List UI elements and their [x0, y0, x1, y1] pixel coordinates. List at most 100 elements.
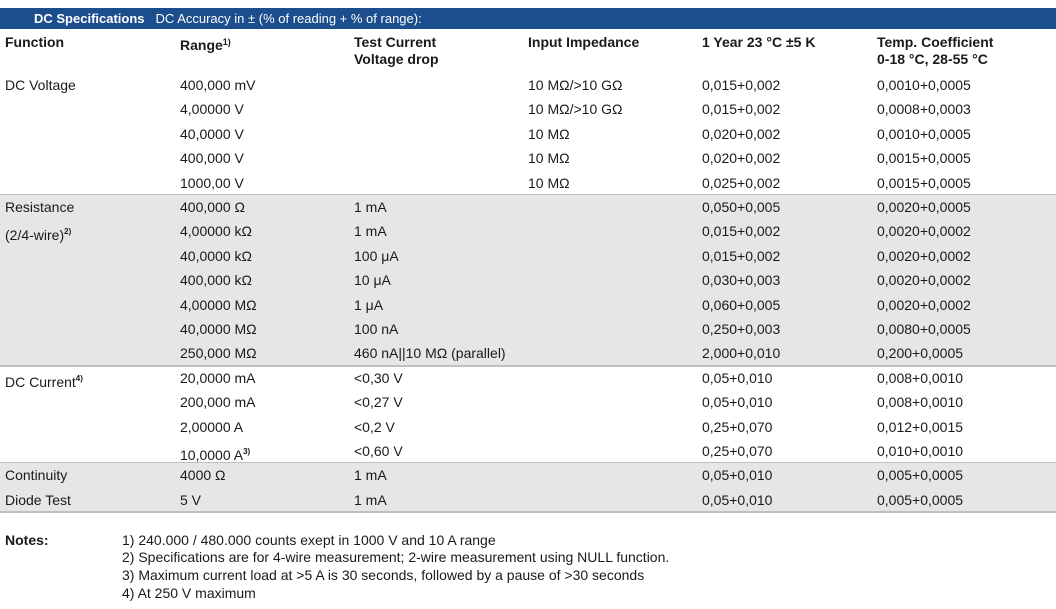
table-row: 2,00000 A <0,2 V 0,25+0,070 0,012+0,0015	[0, 415, 1056, 439]
input-impedance-cell: 10 MΩ	[528, 175, 570, 192]
temp-coefficient-cell-text: 0,0020+0,0002	[877, 296, 971, 313]
one-year-accuracy-cell: 0,060+0,005	[702, 297, 780, 314]
range-cell-text: 40,0000 V	[180, 125, 244, 142]
one-year-accuracy-cell: 0,015+0,002	[702, 77, 780, 94]
one-year-accuracy-cell-text: 0,025+0,002	[702, 174, 781, 191]
notes-label: Notes:	[5, 532, 49, 548]
footnote-marker: 3)	[243, 446, 251, 456]
one-year-accuracy-cell-text: 0,05+0,010	[702, 394, 773, 411]
one-year-accuracy-cell-text: 0,050+0,005	[702, 199, 781, 215]
test-current-cell: 1 mA	[354, 492, 387, 509]
function-cell: Diode Test	[5, 492, 71, 509]
test-current-cell-text: <0,27 V	[354, 394, 403, 411]
table-row: DC Current4) 20,0000 mA <0,30 V 0,05+0,010 0…	[0, 366, 1056, 390]
range-cell: 20,0000 mA	[180, 370, 256, 387]
one-year-accuracy-cell: 0,015+0,002	[702, 101, 780, 118]
one-year-accuracy-cell: 0,05+0,010	[702, 370, 772, 387]
table-row: 10,0000 A3) <0,60 V 0,25+0,070 0,010+0,0010	[0, 439, 1056, 463]
test-current-cell: 1 μA	[354, 297, 383, 314]
one-year-accuracy-cell-text: 0,05+0,010	[702, 491, 773, 508]
one-year-accuracy-cell: 0,250+0,003	[702, 321, 780, 338]
test-current-cell-text: 1 mA	[354, 199, 387, 215]
range-cell-text: 400,000 kΩ	[180, 272, 252, 289]
test-current-cell-text: 100 μA	[354, 247, 399, 264]
note-item: 4) At 250 V maximum	[122, 585, 256, 601]
temp-coefficient-cell-text: 0,0020+0,0002	[877, 223, 971, 240]
temp-coefficient-cell: 0,0020+0,0002	[877, 272, 971, 289]
one-year-accuracy-cell-text: 0,250+0,003	[702, 321, 781, 337]
table-title: DC Specifications	[34, 11, 145, 26]
temp-coefficient-cell-text: 0,0010+0,0005	[877, 77, 971, 93]
header-test-current: Test Current Voltage drop	[354, 34, 439, 68]
one-year-accuracy-cell-text: 0,05+0,010	[702, 369, 773, 386]
range-cell: 5 V	[180, 492, 201, 509]
function-cell-text: DC Current	[5, 373, 76, 390]
header-range-footnote: 1)	[222, 37, 231, 47]
function-cell: Resistance	[5, 199, 74, 216]
test-current-cell-text: <0,60 V	[354, 442, 403, 459]
table-row: 4,00000 MΩ 1 μA 0,060+0,005 0,0020+0,0002	[0, 293, 1056, 317]
table-row: 400,000 kΩ 10 μA 0,030+0,003 0,0020+0,0002	[0, 268, 1056, 292]
test-current-cell: 100 μA	[354, 248, 399, 265]
temp-coefficient-cell: 0,0010+0,0005	[877, 126, 971, 143]
one-year-accuracy-cell-text: 0,25+0,070	[702, 418, 773, 435]
table-row: 4,00000 V 10 MΩ/>10 GΩ 0,015+0,002 0,0008+0…	[0, 97, 1056, 121]
range-cell-text: 1000,00 V	[180, 174, 244, 191]
one-year-accuracy-cell: 0,05+0,010	[702, 467, 772, 484]
range-cell: 2,00000 A	[180, 419, 243, 436]
one-year-accuracy-cell-text: 0,015+0,002	[702, 223, 781, 240]
one-year-accuracy-cell: 0,020+0,002	[702, 126, 780, 143]
temp-coefficient-cell: 0,0020+0,0002	[877, 223, 971, 240]
range-cell: 10,0000 A3)	[180, 443, 250, 464]
header-temp-line2: 0-18 °C, 28-55 °C	[877, 51, 988, 67]
range-cell: 200,000 mA	[180, 394, 256, 411]
test-current-cell: <0,60 V	[354, 443, 403, 460]
one-year-accuracy-cell: 0,05+0,010	[702, 492, 772, 509]
temp-coefficient-cell-text: 0,0080+0,0005	[877, 321, 971, 337]
table-row: 250,000 MΩ 460 nA||10 MΩ (parallel) 2,000+…	[0, 341, 1056, 365]
temp-coefficient-cell-text: 0,0010+0,0005	[877, 125, 971, 142]
temp-coefficient-cell-text: 0,005+0,0005	[877, 491, 964, 508]
range-cell: 400,000 mV	[180, 77, 256, 94]
temp-coefficient-cell: 0,0015+0,0005	[877, 150, 971, 167]
temp-coefficient-cell: 0,008+0,0010	[877, 394, 963, 411]
table-row: DC Voltage 400,000 mV 10 MΩ/>10 GΩ 0,015+0,…	[0, 73, 1056, 97]
test-current-cell: <0,27 V	[354, 394, 403, 411]
range-cell: 1000,00 V	[180, 175, 244, 192]
range-cell: 40,0000 kΩ	[180, 248, 252, 265]
footnote-marker: 4)	[75, 373, 83, 383]
range-cell: 40,0000 V	[180, 126, 244, 143]
temp-coefficient-cell: 0,0010+0,0005	[877, 77, 971, 94]
table-row: 400,000 V 10 MΩ 0,020+0,002 0,0015+0,0005	[0, 146, 1056, 170]
header-test-current-line1: Test Current	[354, 34, 437, 50]
function-cell-text: Resistance	[5, 199, 75, 215]
temp-coefficient-cell-text: 0,0015+0,0005	[877, 174, 971, 191]
temp-coefficient-cell-text: 0,0015+0,0005	[877, 150, 971, 167]
one-year-accuracy-cell: 2,000+0,010	[702, 345, 780, 362]
test-current-cell: 1 mA	[354, 467, 387, 484]
header-temp-line1: Temp. Coefficient	[877, 34, 994, 50]
function-cell: DC Voltage	[5, 77, 76, 94]
range-cell: 4000 Ω	[180, 467, 226, 484]
temp-coefficient-cell-text: 0,0008+0,0003	[877, 101, 971, 118]
header-input-impedance: Input Impedance	[528, 34, 640, 50]
table-row: 1000,00 V 10 MΩ 0,025+0,002 0,0015+0,0005	[0, 171, 1056, 195]
temp-coefficient-cell-text: 0,0020+0,0005	[877, 199, 971, 215]
one-year-accuracy-cell: 0,25+0,070	[702, 443, 772, 460]
function-cell: (2/4-wire)2)	[5, 223, 71, 244]
input-impedance-cell-text: 10 MΩ	[528, 150, 570, 167]
range-cell-text: 10,0000 A	[180, 446, 244, 463]
test-current-cell-text: <0,30 V	[354, 369, 403, 386]
range-cell-text: 4000 Ω	[180, 467, 226, 484]
table-group: DC Voltage 400,000 mV 10 MΩ/>10 GΩ 0,015+0,…	[0, 73, 1056, 195]
input-impedance-cell: 10 MΩ	[528, 126, 570, 143]
test-current-cell: 460 nA||10 MΩ (parallel)	[354, 345, 506, 362]
temp-coefficient-cell: 0,0020+0,0005	[877, 199, 971, 216]
note-item: 2) Specifications are for 4-wire measure…	[122, 549, 670, 565]
temp-coefficient-cell: 0,0008+0,0003	[877, 101, 971, 118]
header-range-label: Range	[180, 37, 223, 53]
temp-coefficient-cell: 0,012+0,0015	[877, 419, 963, 436]
temp-coefficient-cell: 0,005+0,0005	[877, 467, 963, 484]
note-item: 1) 240.000 / 480.000 counts exept in 100…	[122, 532, 496, 548]
temp-coefficient-cell-text: 0,010+0,0010	[877, 442, 964, 459]
